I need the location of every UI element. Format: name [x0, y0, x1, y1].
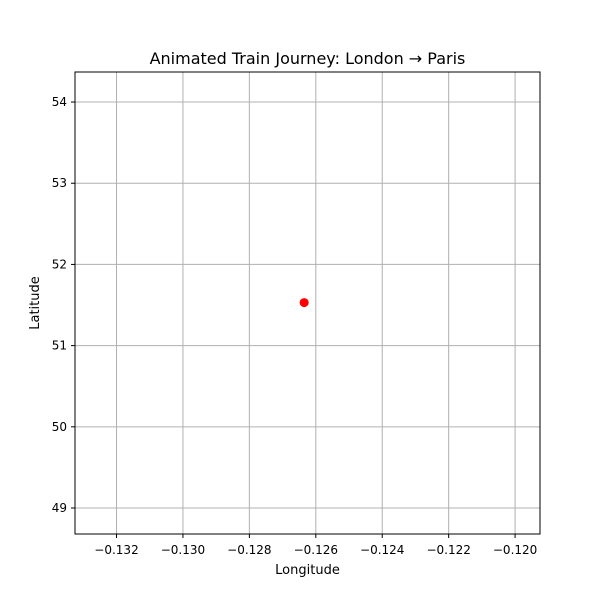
x-tick-label: −0.126 [294, 543, 338, 557]
plot-frame [74, 71, 541, 535]
y-tick-label: 49 [52, 501, 67, 515]
tick-layer: −0.132 −0.130 −0.128 −0.126 −0.124 −0.122 −0.1… [52, 95, 538, 557]
train-position-point [299, 298, 309, 308]
y-tick-label: 52 [52, 257, 67, 271]
point-layer [299, 298, 309, 308]
x-tick-label: −0.124 [360, 543, 404, 557]
y-tick-label: 51 [52, 339, 67, 353]
x-axis-label: Longitude [275, 563, 340, 578]
x-tick-label: −0.130 [161, 543, 205, 557]
y-axis-label: Latitude [28, 276, 43, 330]
x-tick-label: −0.128 [227, 543, 271, 557]
x-tick-label: −0.120 [493, 543, 537, 557]
y-tick-label: 50 [52, 420, 67, 434]
x-tick-label: −0.122 [426, 543, 470, 557]
y-tick-label: 53 [52, 176, 67, 190]
y-tick-label: 54 [52, 95, 67, 109]
chart-title: Animated Train Journey: London → Paris [150, 49, 466, 68]
x-tick-label: −0.132 [94, 543, 138, 557]
grid-layer [75, 72, 540, 534]
